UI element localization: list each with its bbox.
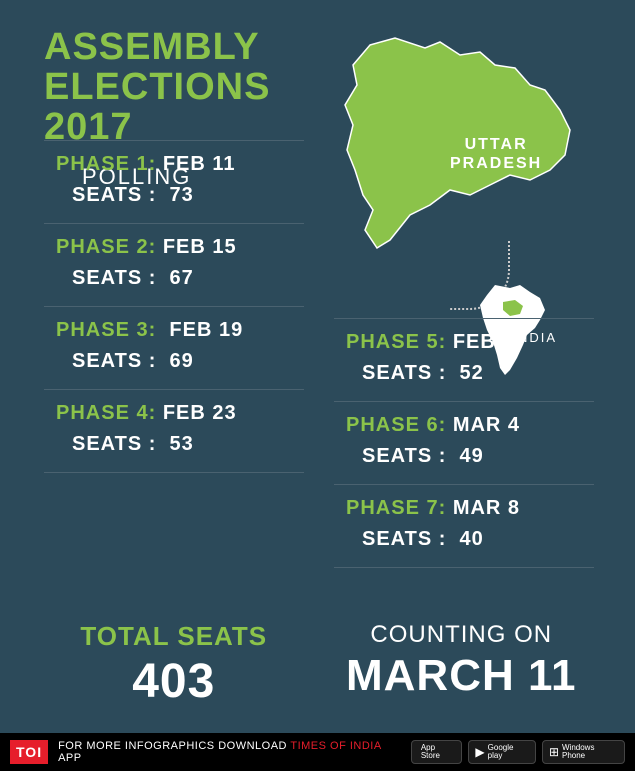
footer-text: FOR MORE INFOGRAPHICS DOWNLOAD TIMES OF … bbox=[58, 740, 401, 764]
phase-block: PHASE 1: FEB 11 SEATS : 73 bbox=[44, 140, 304, 224]
total-seats-box: TOTAL SEATS 403 bbox=[30, 621, 318, 709]
phase-block: PHASE 5: FEB 27 SEATS : 52 bbox=[334, 318, 594, 402]
google-play-badge[interactable]: ▶Google play bbox=[468, 740, 536, 764]
phase-date: FEB 19 bbox=[169, 319, 243, 341]
store-badges: App Store ▶Google play ⊞Windows Phone bbox=[411, 740, 625, 764]
phase-label: PHASE 3: bbox=[56, 319, 156, 341]
total-seats-value: 403 bbox=[30, 654, 318, 709]
app-store-badge[interactable]: App Store bbox=[411, 740, 463, 764]
counting-label: COUNTING ON bbox=[318, 621, 606, 649]
counting-value: MARCH 11 bbox=[318, 651, 606, 701]
map-area: UTTAR PRADESH INDIA bbox=[315, 20, 605, 310]
seats-line: SEATS : 49 bbox=[334, 445, 594, 468]
totals-row: TOTAL SEATS 403 COUNTING ON MARCH 11 bbox=[0, 621, 635, 709]
seats-line: SEATS : 52 bbox=[334, 362, 594, 385]
phase-label: PHASE 4: bbox=[56, 402, 156, 424]
phase-date: MAR 4 bbox=[453, 414, 520, 436]
counting-box: COUNTING ON MARCH 11 bbox=[318, 621, 606, 709]
seats-line: SEATS : 67 bbox=[44, 267, 304, 290]
windows-icon: ⊞ bbox=[549, 746, 559, 758]
phase-date: FEB 11 bbox=[163, 153, 236, 175]
phases-right-column: PHASE 5: FEB 27 SEATS : 52 PHASE 6: MAR … bbox=[334, 318, 594, 568]
phases-left-column: PHASE 1: FEB 11 SEATS : 73 PHASE 2: FEB … bbox=[44, 140, 304, 473]
play-icon: ▶ bbox=[475, 746, 484, 758]
phase-block: PHASE 6: MAR 4 SEATS : 49 bbox=[334, 402, 594, 485]
phase-block: PHASE 3: FEB 19 SEATS : 69 bbox=[44, 307, 304, 390]
toi-logo-badge: TOI bbox=[10, 740, 48, 764]
phase-block: PHASE 2: FEB 15 SEATS : 67 bbox=[44, 224, 304, 307]
phase-date: MAR 8 bbox=[453, 497, 520, 519]
phase-date: FEB 15 bbox=[163, 236, 237, 258]
seats-line: SEATS : 53 bbox=[44, 433, 304, 456]
footer-bar: TOI FOR MORE INFOGRAPHICS DOWNLOAD TIMES… bbox=[0, 733, 635, 771]
seats-line: SEATS : 69 bbox=[44, 350, 304, 373]
phase-label: PHASE 6: bbox=[346, 414, 446, 436]
seats-line: SEATS : 40 bbox=[334, 528, 594, 551]
up-map-label: UTTAR PRADESH bbox=[450, 135, 542, 173]
phase-label: PHASE 2: bbox=[56, 236, 156, 258]
phase-label: PHASE 5: bbox=[346, 331, 446, 353]
seats-line: SEATS : 73 bbox=[44, 184, 304, 207]
phase-block: PHASE 4: FEB 23 SEATS : 53 bbox=[44, 390, 304, 473]
phase-label: PHASE 1: bbox=[56, 153, 156, 175]
windows-store-badge[interactable]: ⊞Windows Phone bbox=[542, 740, 625, 764]
infographic-root: ASSEMBLY ELECTIONS 2017 POLLING UTTAR PR… bbox=[0, 0, 635, 771]
phase-date: FEB 23 bbox=[163, 402, 237, 424]
total-seats-label: TOTAL SEATS bbox=[30, 621, 318, 652]
phase-date: FEB 27 bbox=[453, 331, 527, 353]
phase-block: PHASE 7: MAR 8 SEATS : 40 bbox=[334, 485, 594, 568]
phase-label: PHASE 7: bbox=[346, 497, 446, 519]
